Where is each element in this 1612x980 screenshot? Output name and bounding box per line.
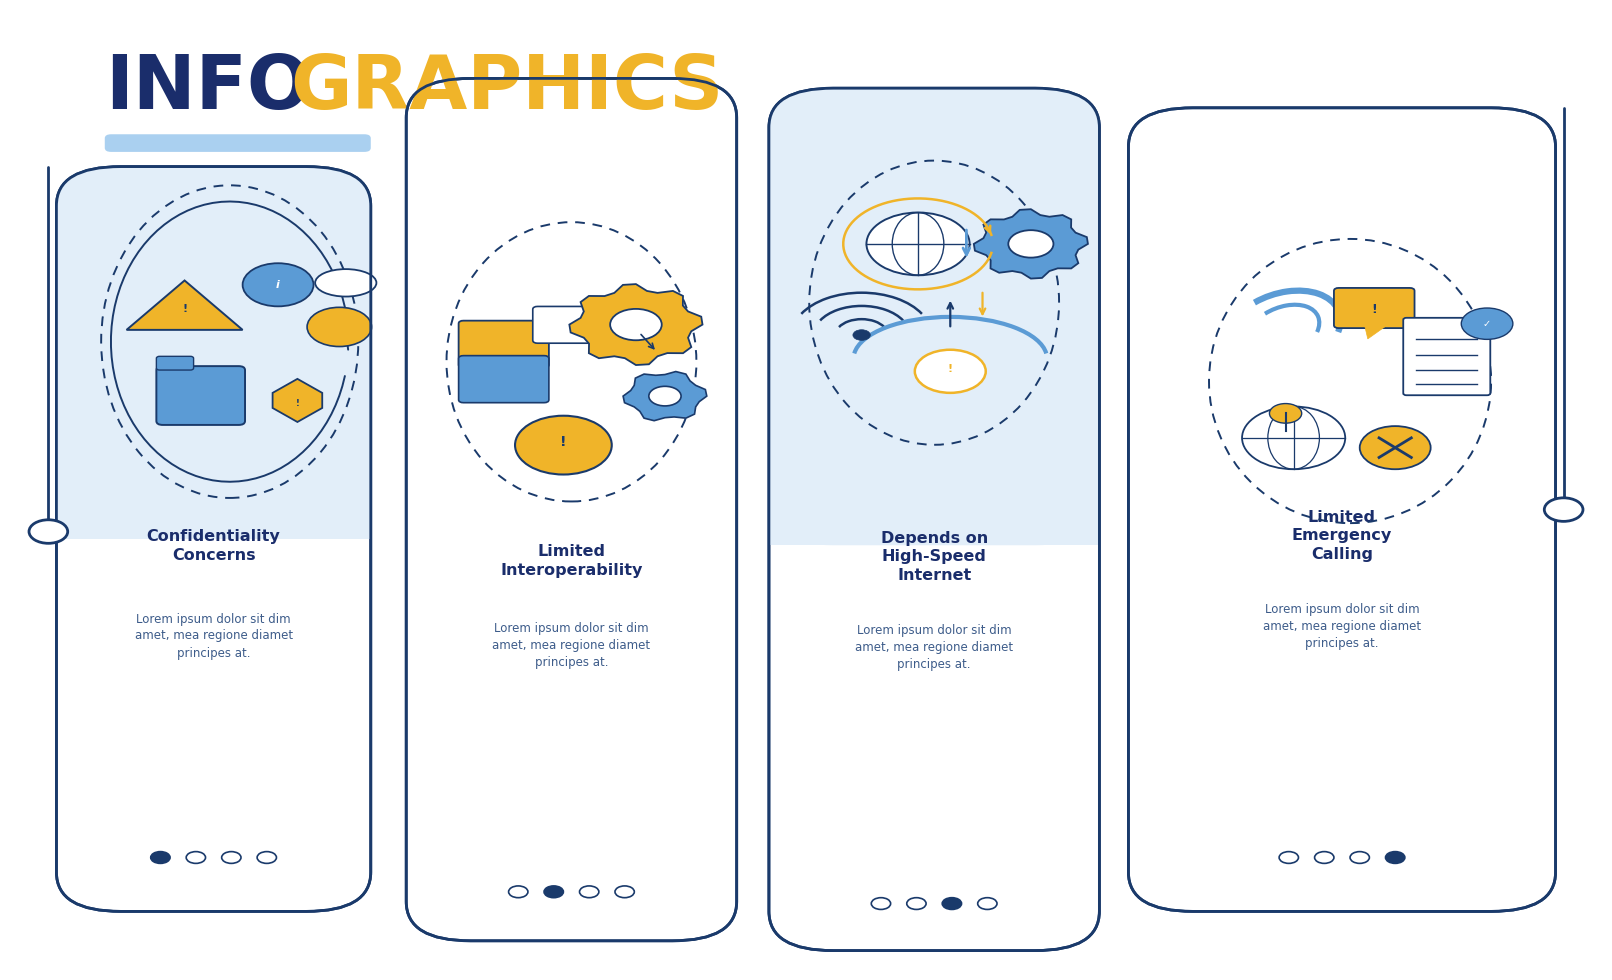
FancyBboxPatch shape — [1128, 108, 1556, 911]
Circle shape — [1385, 852, 1404, 863]
Circle shape — [222, 852, 242, 863]
FancyBboxPatch shape — [769, 88, 1099, 951]
FancyBboxPatch shape — [769, 88, 1099, 545]
Circle shape — [29, 519, 68, 543]
Circle shape — [614, 886, 635, 898]
Circle shape — [609, 309, 661, 340]
Text: Lorem ipsum dolor sit dim
amet, mea regione diamet
principes at.: Lorem ipsum dolor sit dim amet, mea regi… — [492, 622, 651, 669]
FancyBboxPatch shape — [458, 356, 548, 403]
Circle shape — [906, 898, 925, 909]
Text: GRAPHICS: GRAPHICS — [290, 52, 724, 124]
Circle shape — [1009, 230, 1054, 258]
Text: Lorem ipsum dolor sit dim
amet, mea regione diamet
principes at.: Lorem ipsum dolor sit dim amet, mea regi… — [134, 612, 293, 660]
Circle shape — [648, 386, 680, 406]
Circle shape — [516, 416, 613, 474]
Text: Lorem ipsum dolor sit dim
amet, mea regione diamet
principes at.: Lorem ipsum dolor sit dim amet, mea regi… — [1262, 603, 1422, 650]
Text: Limited
Emergency
Calling: Limited Emergency Calling — [1291, 510, 1393, 562]
FancyBboxPatch shape — [1402, 318, 1489, 395]
Polygon shape — [127, 280, 243, 330]
Circle shape — [853, 329, 870, 340]
Text: Limited
Interoperability: Limited Interoperability — [500, 544, 643, 577]
Text: Lorem ipsum dolor sit dim
amet, mea regione diamet
principes at.: Lorem ipsum dolor sit dim amet, mea regi… — [854, 623, 1014, 670]
FancyBboxPatch shape — [458, 320, 548, 368]
Circle shape — [256, 852, 277, 863]
Circle shape — [509, 886, 529, 898]
Text: ✓: ✓ — [1483, 318, 1491, 328]
FancyBboxPatch shape — [105, 134, 371, 152]
Bar — [769, 431, 1099, 545]
Text: !: ! — [295, 399, 300, 408]
Circle shape — [977, 898, 996, 909]
Polygon shape — [624, 371, 706, 420]
Text: !: ! — [182, 304, 187, 315]
Polygon shape — [974, 209, 1088, 278]
Text: !: ! — [948, 365, 953, 374]
Circle shape — [941, 898, 961, 909]
Circle shape — [152, 852, 171, 863]
FancyBboxPatch shape — [406, 78, 737, 941]
Text: INFO: INFO — [105, 52, 311, 124]
FancyBboxPatch shape — [1335, 288, 1415, 328]
FancyBboxPatch shape — [56, 167, 371, 539]
Circle shape — [916, 350, 987, 393]
Circle shape — [1460, 308, 1512, 339]
Circle shape — [545, 886, 564, 898]
Polygon shape — [272, 379, 322, 422]
FancyBboxPatch shape — [56, 167, 371, 911]
Bar — [56, 446, 371, 539]
Circle shape — [1278, 852, 1298, 863]
FancyBboxPatch shape — [156, 357, 193, 370]
Circle shape — [306, 308, 371, 347]
FancyBboxPatch shape — [534, 307, 611, 343]
Circle shape — [1361, 426, 1431, 469]
Polygon shape — [569, 284, 703, 365]
Circle shape — [1315, 852, 1335, 863]
Text: Confidentiality
Concerns: Confidentiality Concerns — [147, 529, 280, 563]
Circle shape — [1270, 404, 1301, 423]
Circle shape — [187, 852, 206, 863]
Circle shape — [580, 886, 600, 898]
Circle shape — [1544, 498, 1583, 521]
Circle shape — [1351, 852, 1370, 863]
Circle shape — [1241, 407, 1344, 469]
Circle shape — [867, 213, 969, 275]
Circle shape — [243, 264, 314, 307]
FancyBboxPatch shape — [156, 367, 245, 425]
Text: !: ! — [1372, 303, 1377, 316]
Ellipse shape — [316, 270, 377, 297]
Text: i: i — [276, 279, 280, 290]
Circle shape — [870, 898, 891, 909]
Text: !: ! — [559, 435, 567, 449]
Text: Depends on
High-Speed
Internet: Depends on High-Speed Internet — [880, 530, 988, 583]
Polygon shape — [1364, 325, 1386, 339]
